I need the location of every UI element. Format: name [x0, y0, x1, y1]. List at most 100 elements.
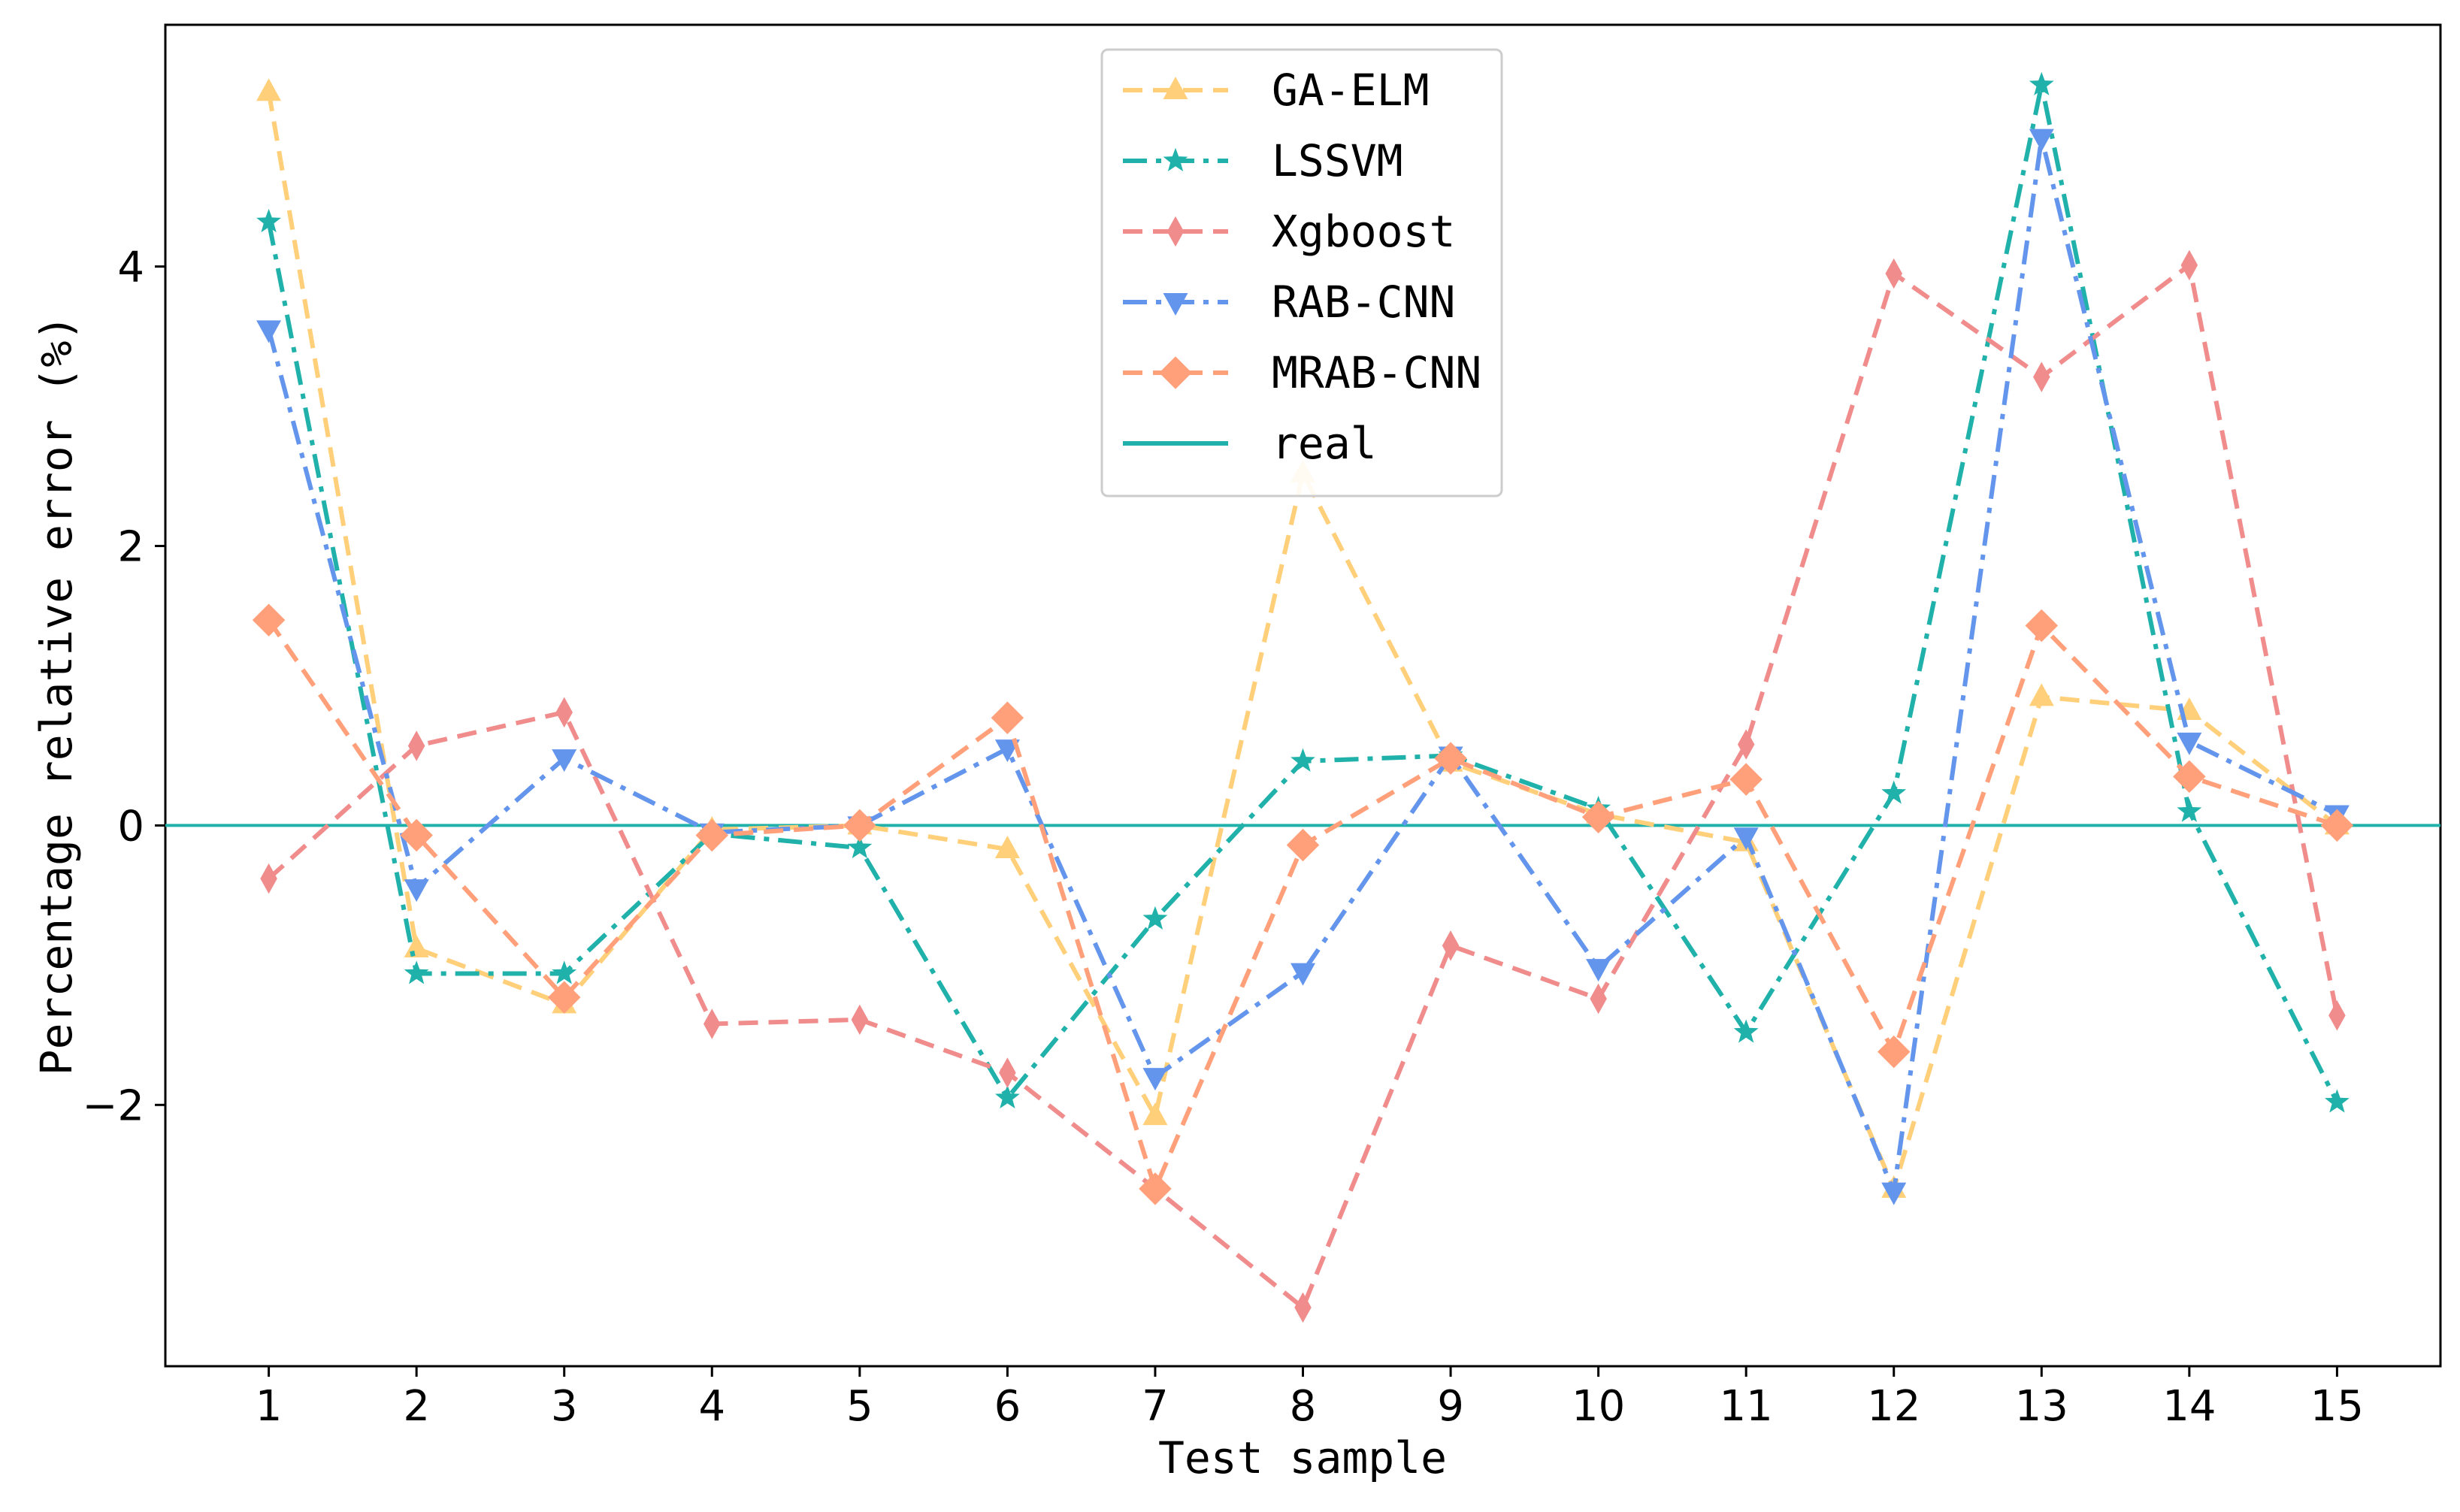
data-point	[1590, 983, 1607, 1015]
data-point	[256, 320, 282, 343]
data-point	[555, 697, 573, 728]
y-tick-label: 0	[117, 802, 144, 851]
legend-label: LSSVM	[1272, 135, 1403, 186]
data-point	[404, 879, 429, 903]
data-point	[260, 863, 277, 894]
data-point	[1286, 828, 1320, 862]
data-point	[994, 739, 1020, 763]
x-tick-label: 10	[1572, 1382, 1625, 1431]
legend-label: MRAB-CNN	[1272, 347, 1481, 398]
data-point	[1729, 763, 1763, 796]
legend-item-real: real	[1123, 418, 1377, 469]
data-point	[1733, 827, 1759, 851]
data-point	[1142, 1068, 1168, 1091]
data-point	[1434, 742, 1467, 775]
data-point	[1139, 1172, 1172, 1205]
y-tick-label: 4	[117, 243, 144, 292]
series-line	[267, 262, 2340, 1310]
x-tick-label: 2	[403, 1382, 430, 1431]
data-point	[2325, 1089, 2350, 1113]
data-point	[1442, 930, 1460, 961]
legend-label: real	[1272, 418, 1377, 469]
x-tick-label: 4	[698, 1382, 725, 1431]
data-point	[991, 701, 1024, 734]
legend-swatch-marker	[1163, 147, 1188, 171]
series-mrab-cnn	[252, 603, 2354, 1205]
data-point	[1142, 1102, 1168, 1126]
legend-swatch-marker	[1166, 216, 1185, 247]
legend-frame	[1100, 48, 1503, 497]
data-point	[2025, 609, 2059, 643]
data-point	[695, 818, 729, 852]
legend-label: GA-ELM	[1272, 65, 1430, 116]
x-tick-label: 6	[994, 1382, 1021, 1431]
data-point	[2320, 809, 2354, 842]
legend-label: RAB-CNN	[1272, 277, 1455, 328]
data-point	[999, 1057, 1016, 1088]
data-point	[2180, 249, 2198, 281]
data-point	[552, 749, 577, 773]
data-point	[1885, 258, 1902, 289]
x-tick-label: 11	[1720, 1382, 1773, 1431]
data-point	[1881, 780, 1907, 804]
data-point	[1881, 1182, 1907, 1205]
data-point	[2029, 129, 2054, 152]
legend-swatch-marker	[1159, 356, 1192, 389]
x-tick-label: 14	[2162, 1382, 2216, 1431]
x-tick-label: 1	[256, 1382, 283, 1431]
legend-swatch-marker	[1163, 293, 1188, 316]
data-point	[407, 730, 425, 761]
data-point	[547, 981, 581, 1014]
data-point	[2177, 732, 2202, 755]
data-point	[1737, 729, 1755, 760]
x-tick-label: 9	[1437, 1382, 1464, 1431]
data-point	[1291, 748, 1315, 772]
data-point	[1877, 1035, 1911, 1069]
data-point	[1294, 1292, 1312, 1323]
y-axis-title: Percentage relative error (%)	[31, 315, 82, 1076]
x-axis: 1 2 3 4 5 6 7 8 9 10 11 12 13 14 15	[256, 1366, 2364, 1431]
x-tick-label: 3	[551, 1382, 578, 1431]
data-point	[2177, 798, 2202, 822]
data-point	[256, 208, 281, 233]
data-point	[2173, 760, 2206, 794]
data-point	[847, 834, 873, 859]
series-line	[266, 135, 2338, 1194]
data-point	[2029, 71, 2054, 95]
data-point	[994, 836, 1020, 859]
x-axis-title: Test sample	[1158, 1432, 1447, 1483]
data-point	[552, 960, 577, 984]
legend-item-lssvm: LSSVM	[1123, 135, 1403, 186]
legend-swatch-marker	[1163, 77, 1188, 99]
data-point	[1142, 906, 1168, 930]
data-point	[994, 1084, 1020, 1108]
y-tick-label: 2	[117, 523, 144, 572]
data-point	[1291, 963, 1315, 986]
x-tick-label: 15	[2310, 1382, 2364, 1431]
legend-item-mrab-cnn: MRAB-CNN	[1123, 347, 1481, 398]
x-tick-label: 7	[1142, 1382, 1169, 1431]
legend-item-rab-cnn: RAB-CNN	[1123, 277, 1455, 328]
data-point	[1586, 959, 1611, 982]
x-tick-label: 12	[1867, 1382, 1920, 1431]
data-point	[704, 1009, 721, 1039]
legend-item-ga-elm: GA-ELM	[1123, 65, 1430, 116]
data-point	[843, 809, 876, 842]
data-point	[1733, 1019, 1759, 1043]
y-tick-label: −2	[82, 1081, 144, 1130]
x-tick-label: 5	[846, 1382, 873, 1431]
data-point	[256, 78, 282, 101]
legend-item-xgboost: Xgboost	[1123, 206, 1455, 257]
data-point	[404, 960, 429, 984]
data-point	[252, 603, 286, 637]
data-point	[1581, 800, 1615, 834]
y-axis: −2 0 2 4	[82, 243, 165, 1130]
data-point	[400, 818, 433, 852]
legend-label: Xgboost	[1272, 206, 1455, 257]
x-tick-label: 13	[2015, 1382, 2068, 1431]
data-point	[2033, 361, 2050, 392]
data-point	[2328, 1000, 2346, 1031]
legend: GA-ELM LSSVM Xgboost RAB-CNN MRAB-CNN real	[1100, 48, 1503, 497]
data-point	[851, 1004, 869, 1036]
